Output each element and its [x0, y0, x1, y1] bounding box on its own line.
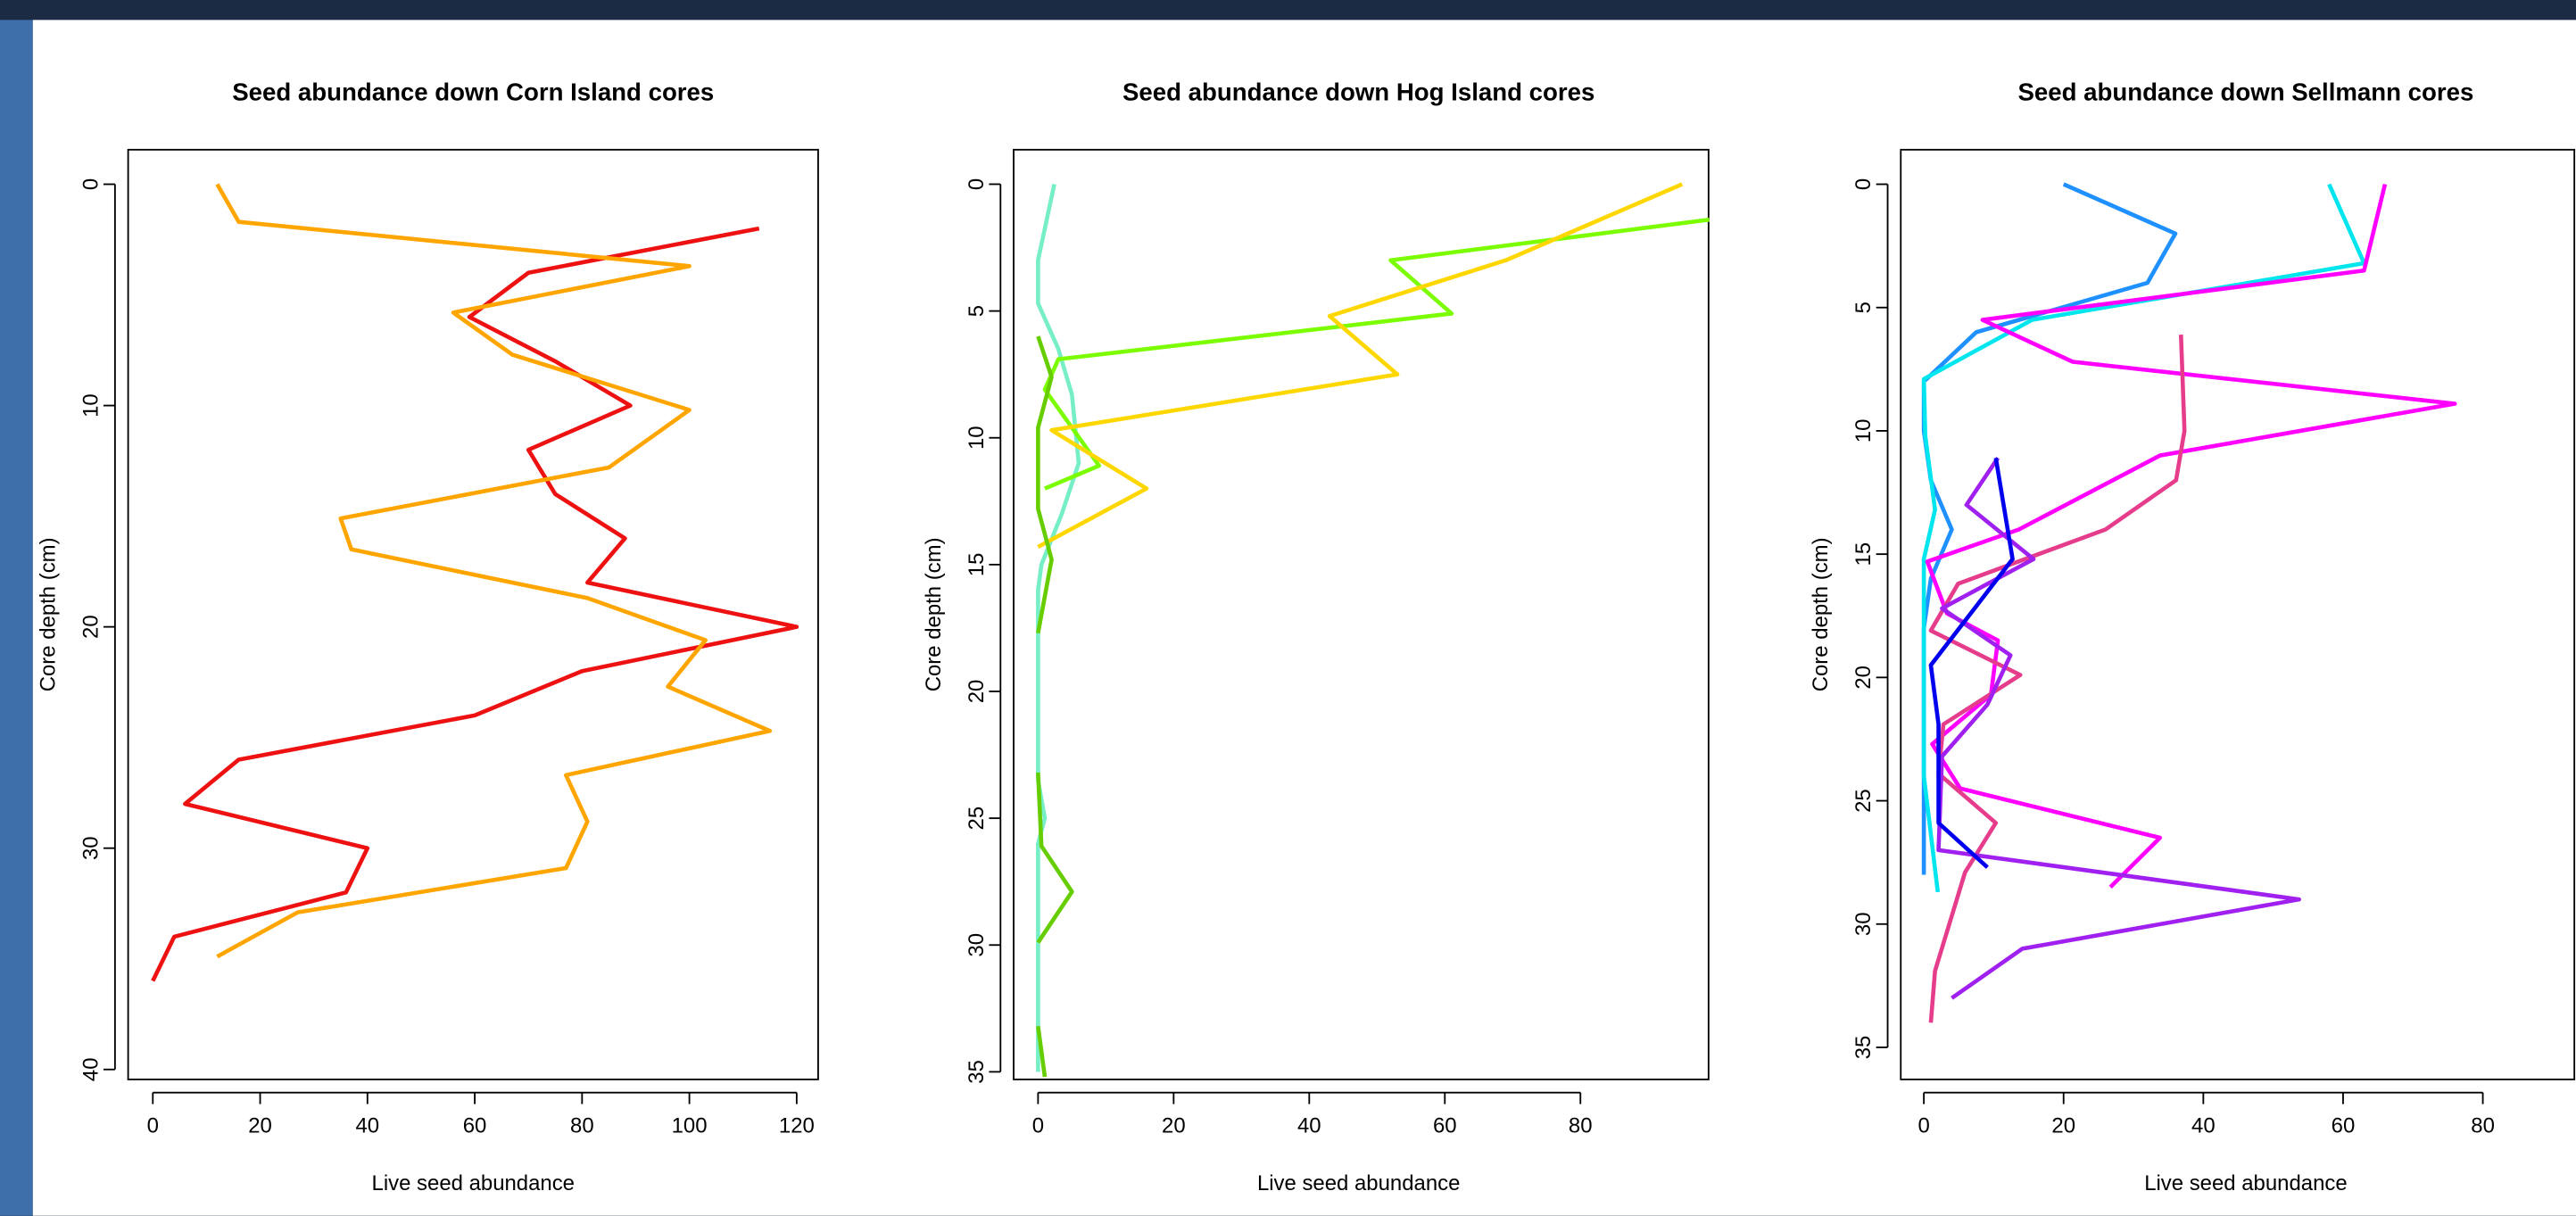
x-tick-label: 0 — [1032, 1114, 1044, 1138]
y-tick-label: 10 — [79, 393, 103, 418]
y-axis-title: Core depth (cm) — [1809, 537, 1833, 691]
chart: Seed abundance down Corn Island cores Liv… — [0, 0, 2576, 1216]
y-tick-label: 30 — [79, 836, 103, 860]
x-tick-label: 60 — [463, 1114, 487, 1138]
y-tick-label: 15 — [1851, 542, 1876, 567]
x-tick-label: 40 — [355, 1114, 379, 1138]
y-tick-label: 25 — [965, 807, 989, 831]
y-tick-label: 0 — [965, 178, 989, 190]
y-tick-label: 10 — [1851, 419, 1876, 443]
x-axis-title: Live seed abundance — [372, 1171, 575, 1195]
x-axis-title: Live seed abundance — [2144, 1171, 2347, 1195]
left-strip — [0, 20, 33, 1215]
x-tick-label: 80 — [2471, 1114, 2495, 1138]
x-tick-label: 80 — [1569, 1114, 1593, 1138]
x-tick-label: 20 — [2051, 1114, 2075, 1138]
x-tick-label: 60 — [2332, 1114, 2356, 1138]
y-axis-title: Core depth (cm) — [922, 537, 946, 691]
page: {"chart_data": [ {"type": "line", "title… — [0, 0, 2576, 1216]
x-tick-label: 40 — [2191, 1114, 2216, 1138]
x-tick-label: 0 — [147, 1114, 159, 1138]
y-axis-title: Core depth (cm) — [37, 537, 61, 691]
y-tick-label: 20 — [1851, 666, 1876, 690]
chart-title: Seed abundance down Hog Island cores — [1122, 79, 1594, 106]
y-tick-label: 35 — [965, 1060, 989, 1084]
y-tick-label: 0 — [79, 178, 103, 190]
y-tick-label: 20 — [79, 615, 103, 639]
y-tick-label: 10 — [965, 426, 989, 450]
chart-title: Seed abundance down Corn Island cores — [232, 79, 714, 106]
y-tick-label: 25 — [1851, 789, 1876, 813]
y-tick-label: 30 — [965, 933, 989, 957]
y-tick-label: 15 — [965, 553, 989, 577]
x-tick-label: 20 — [248, 1114, 272, 1138]
x-tick-label: 80 — [570, 1114, 594, 1138]
x-axis-title: Live seed abundance — [1257, 1171, 1460, 1195]
y-tick-label: 35 — [1851, 1036, 1876, 1060]
y-tick-label: 5 — [1851, 302, 1876, 313]
chart-title: Seed abundance down Sellmann cores — [2017, 79, 2473, 106]
y-tick-label: 0 — [1851, 178, 1876, 190]
x-tick-label: 40 — [1297, 1114, 1321, 1138]
x-tick-label: 120 — [779, 1114, 815, 1138]
plot-area — [33, 20, 2576, 1215]
x-tick-label: 100 — [672, 1114, 708, 1138]
x-tick-label: 20 — [1162, 1114, 1186, 1138]
y-tick-label: 5 — [965, 305, 989, 317]
y-tick-label: 30 — [1851, 912, 1876, 936]
x-tick-label: 60 — [1433, 1114, 1457, 1138]
y-tick-label: 40 — [79, 1057, 103, 1081]
y-tick-label: 20 — [965, 680, 989, 704]
x-tick-label: 0 — [1918, 1114, 1929, 1138]
